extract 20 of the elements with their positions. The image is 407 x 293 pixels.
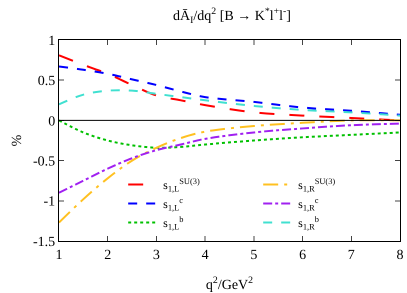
x-tick-label: 7	[348, 248, 355, 263]
y-tick-label: -1	[44, 194, 56, 210]
x-tick-label: 3	[152, 248, 160, 263]
x-tick-label: 4	[202, 248, 209, 263]
x-tick-label: 8	[396, 248, 404, 263]
y-axis-title: %	[10, 134, 25, 146]
x-tick-label: 2	[104, 248, 112, 263]
line-series	[59, 122, 400, 194]
y-tick-label: 0	[48, 114, 56, 130]
y-tick-label: 0.5	[38, 74, 56, 90]
line-series	[59, 89, 400, 117]
line-series	[59, 119, 400, 149]
y-tick-label: 1	[48, 34, 56, 49]
x-axis-title: q$^{2}$/GeV$^{2}$	[206, 275, 254, 293]
y-tick-label: -1.5	[33, 234, 56, 250]
x-tick-label: 6	[299, 248, 306, 263]
x-tick-label: 5	[250, 248, 258, 263]
line-series	[59, 66, 400, 116]
y-tick-label: -0.5	[33, 154, 56, 170]
chart-title: dĀ$_{I}$/dq$^{2}$ [B → K$^{*}$l$^{+}$l$^{-}$]	[173, 6, 291, 26]
